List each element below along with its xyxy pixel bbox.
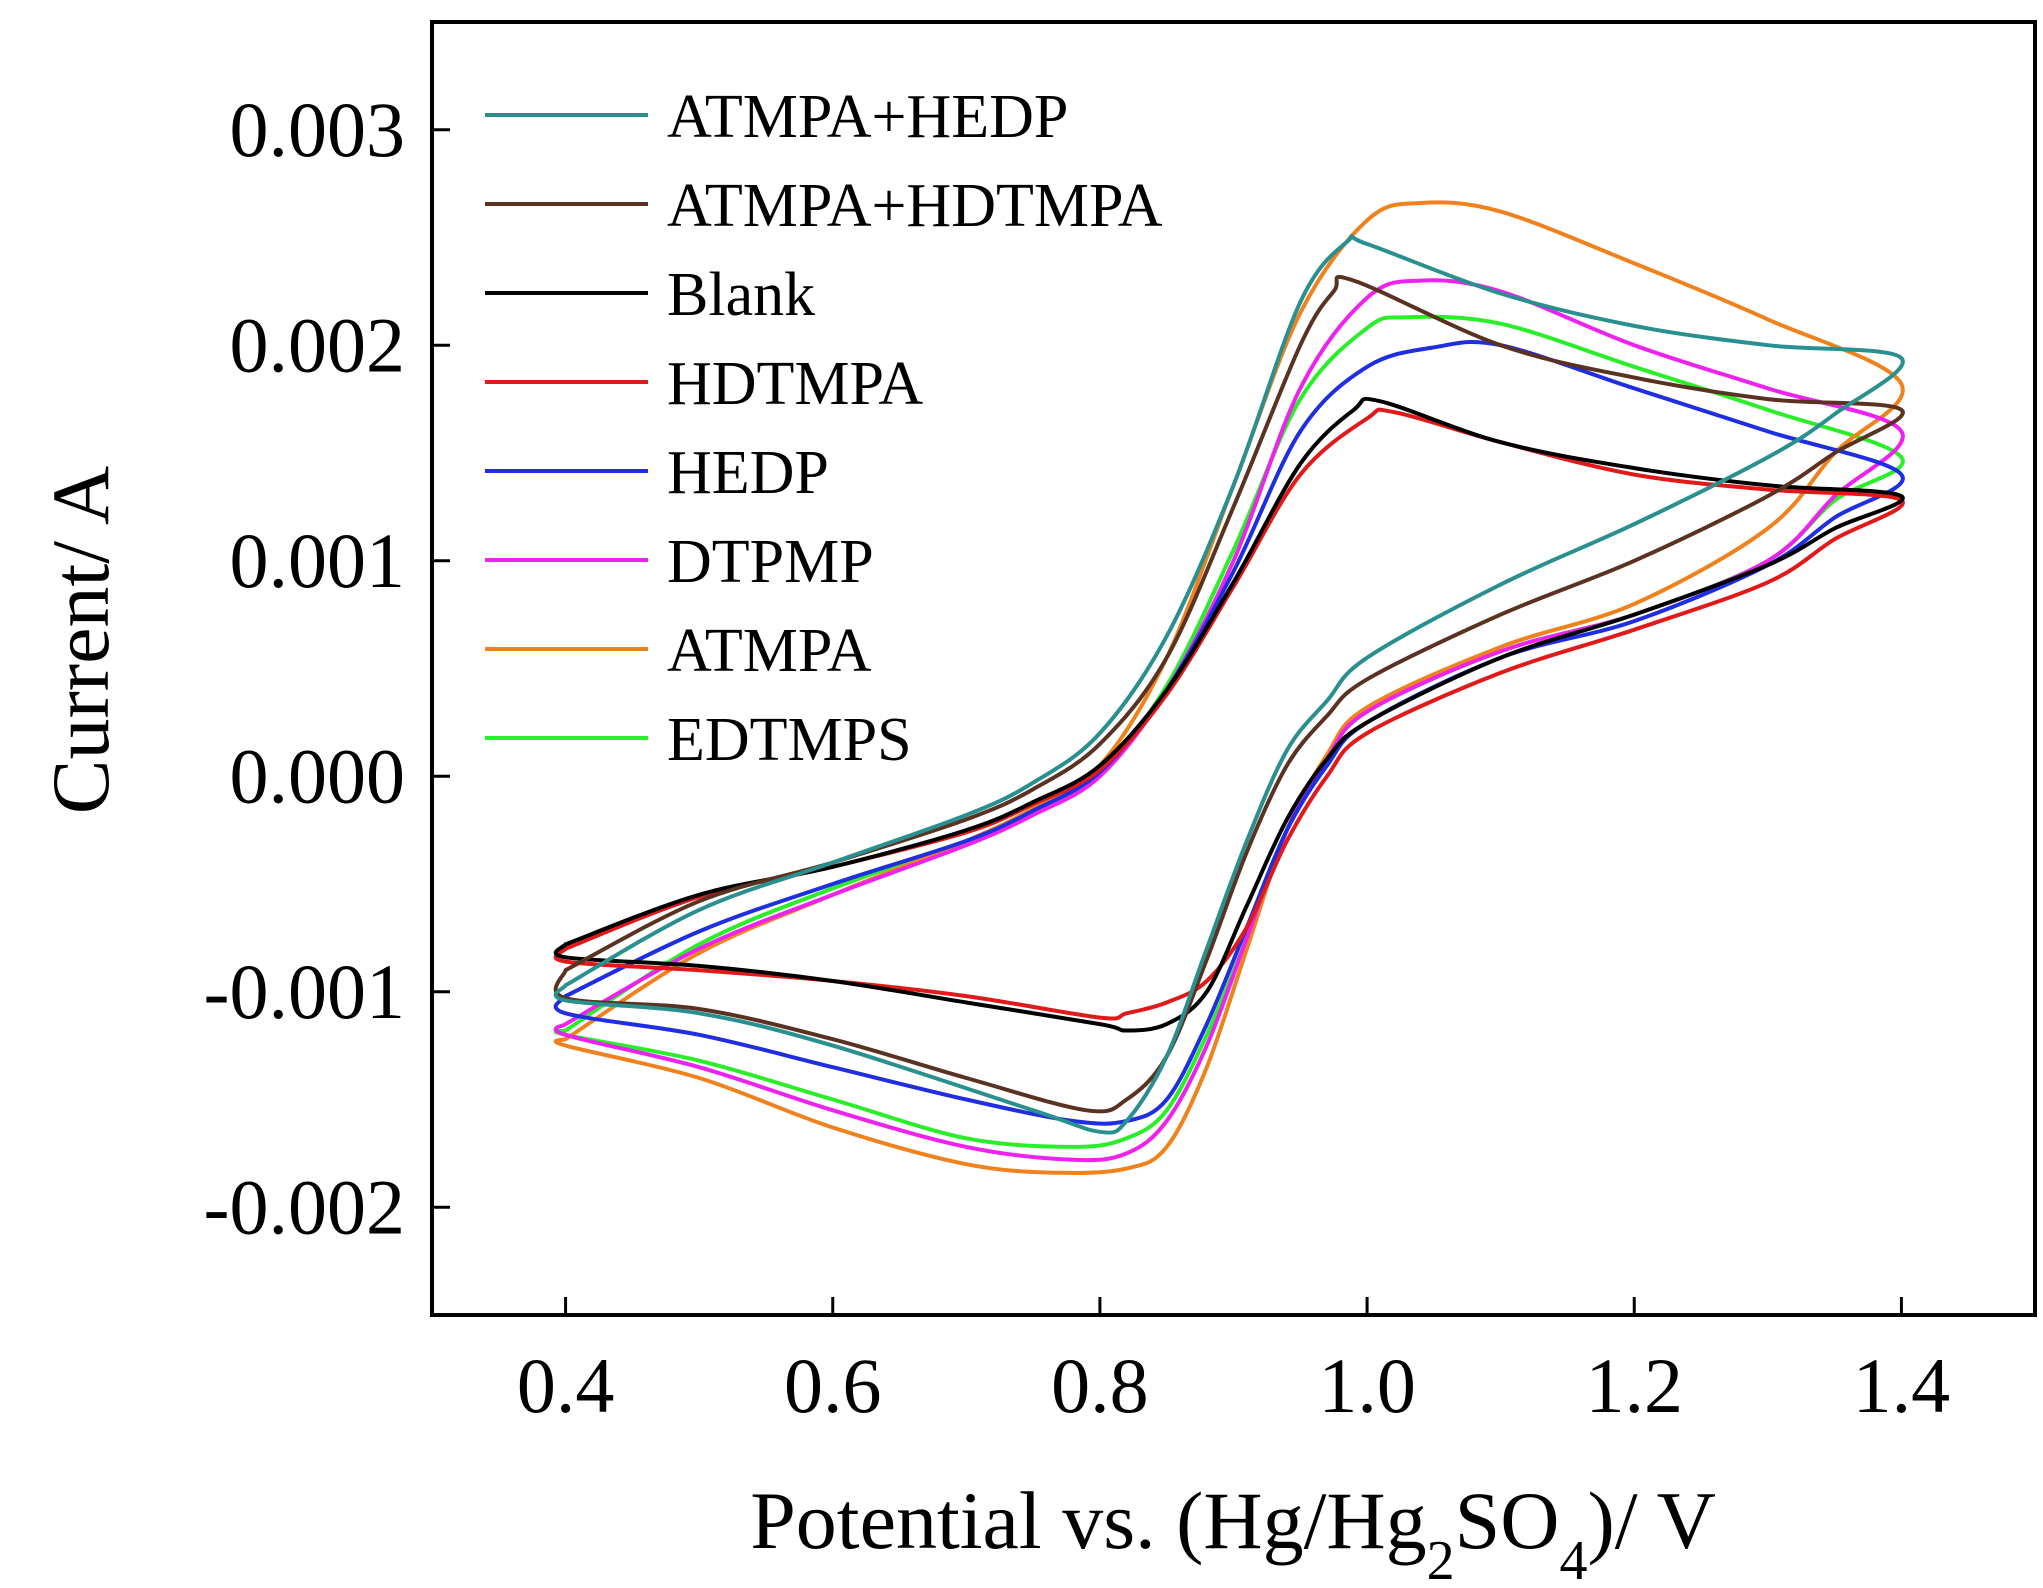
y-axis: 0.003 0.002 0.001 0.000 -0.001 -0.002 [204,86,450,1250]
plot-frame [430,20,2037,1317]
y-tick-label: 0.002 [230,301,406,388]
y-axis-title: Current/ A [35,466,126,814]
legend-label-edtmps: EDTMPS [667,706,912,774]
x-tick-label: 1.4 [1853,1342,1951,1429]
series-line-dtpmp [553,278,1905,1163]
x-tick-label: 1.0 [1318,1342,1416,1429]
x-tick-label: 0.6 [784,1342,882,1429]
x-tick-label: 0.4 [517,1342,615,1429]
y-tick-label: 0.000 [230,732,406,819]
legend-label-hdtmpa: HDTMPA [667,350,923,418]
series-layer [553,200,1905,1176]
legend-label-hedp: HEDP [667,439,829,507]
series-line-atmpa-hdtmpa [553,274,1905,1114]
y-tick-label: 0.003 [230,86,406,173]
y-tick-label: -0.002 [204,1163,405,1250]
x-axis: 0.4 0.6 0.8 1.0 1.2 1.4 [517,1297,1950,1429]
y-tick-label: -0.001 [204,948,405,1035]
legend-label-dtpmp: DTPMP [667,528,874,596]
legend-label-atmpa-hedp: ATMPA+HEDP [667,83,1068,151]
series-line-atmpa-hedp [553,233,1905,1135]
y-tick-label: 0.001 [230,517,406,604]
series-line-hdtmpa [553,407,1905,1021]
legend-label-atmpa: ATMPA [667,617,872,685]
x-axis-title: Potential vs. (Hg/Hg2SO4)/ V [750,1475,1716,1588]
x-tick-label: 0.8 [1051,1342,1149,1429]
legend: ATMPA+HEDP ATMPA+HDTMPA Blank HDTMPA HEDP DTP… [485,83,1163,774]
x-tick-label: 1.2 [1586,1342,1684,1429]
legend-label-blank: Blank [667,261,815,329]
series-line-blank [553,396,1905,1033]
legend-label-atmpa-hdtmpa: ATMPA+HDTMPA [667,172,1163,240]
